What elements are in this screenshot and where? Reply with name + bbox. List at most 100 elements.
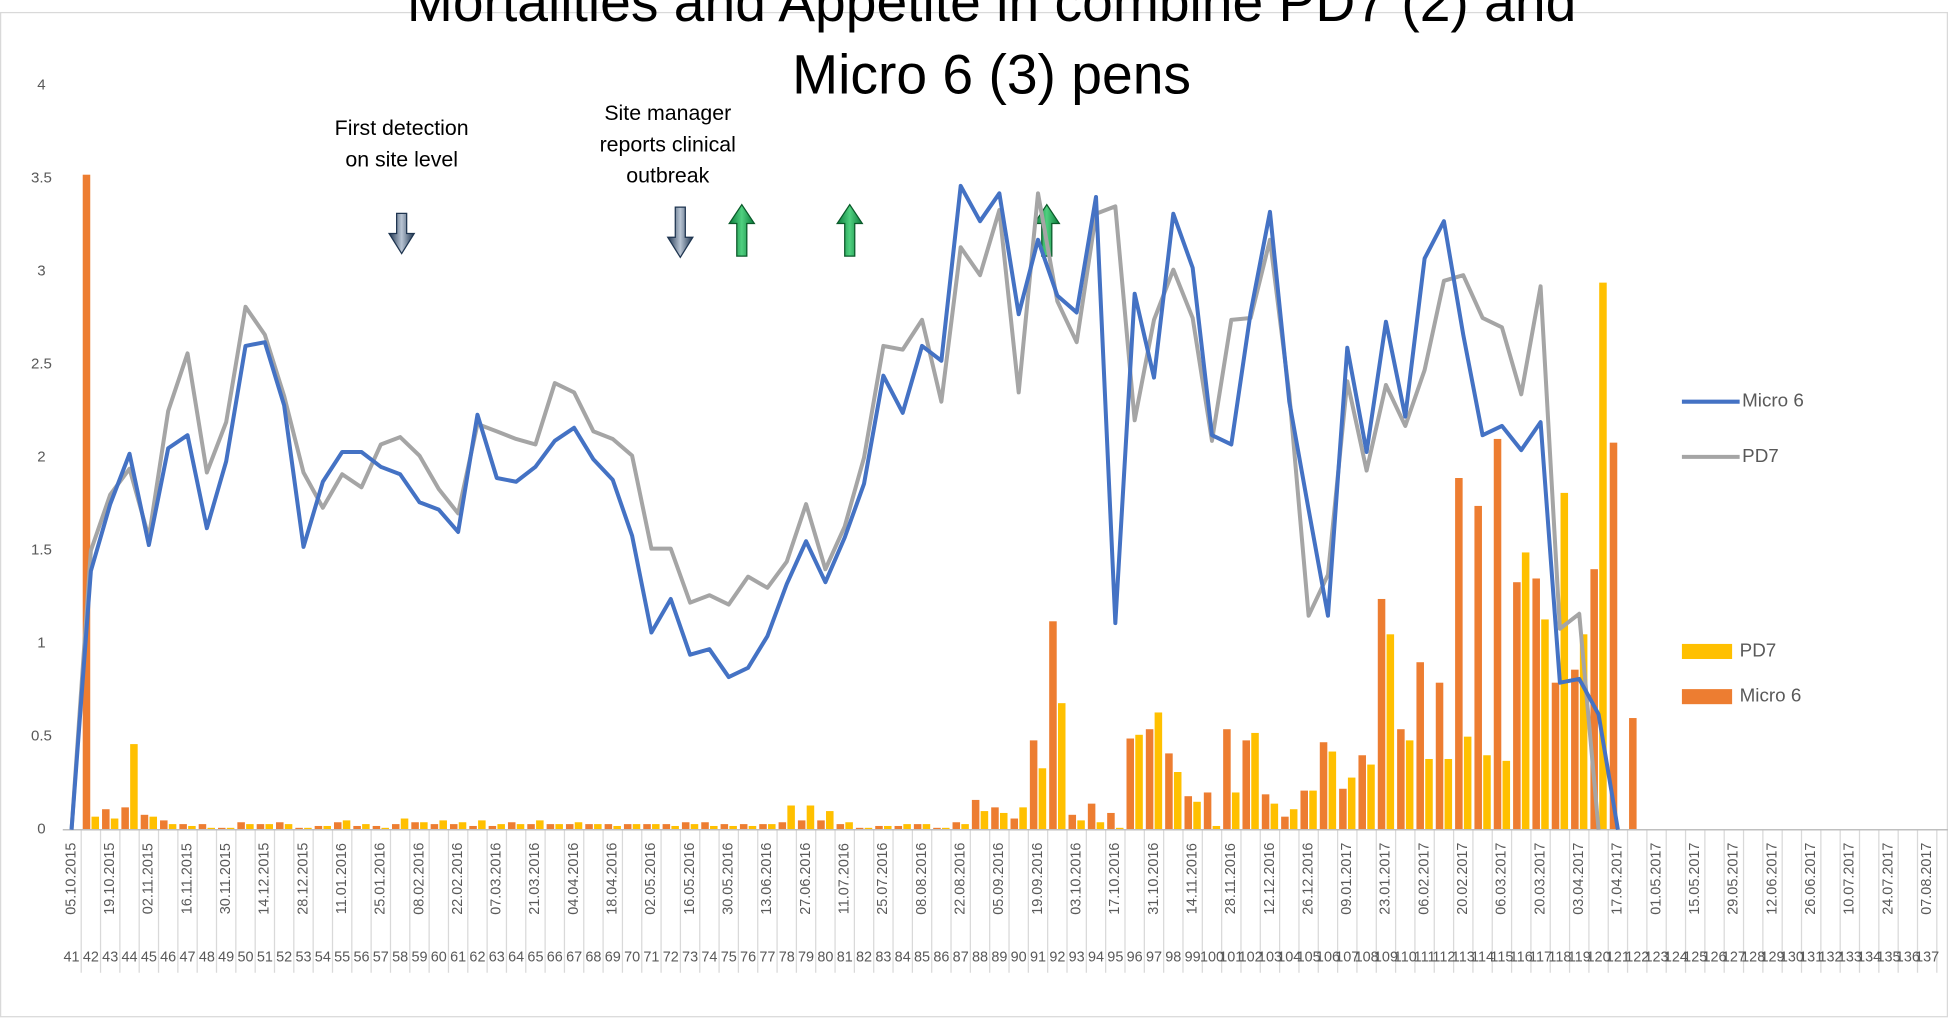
bar bbox=[207, 827, 216, 830]
bar bbox=[999, 812, 1008, 830]
bar bbox=[546, 824, 555, 830]
bar bbox=[623, 824, 632, 830]
week-number: 96 bbox=[1127, 950, 1143, 966]
bar bbox=[991, 807, 999, 830]
week-number: 64 bbox=[508, 950, 524, 966]
annotation: Site manager bbox=[604, 101, 731, 125]
week-number: 82 bbox=[856, 950, 872, 966]
bar bbox=[1493, 438, 1502, 830]
bar bbox=[971, 799, 980, 830]
bar bbox=[1463, 736, 1472, 830]
week-number: 117 bbox=[1529, 950, 1552, 966]
bar bbox=[1107, 812, 1115, 830]
week-number: 51 bbox=[257, 950, 273, 966]
week-number: 84 bbox=[895, 950, 911, 966]
bar bbox=[469, 825, 477, 830]
week-number: 118 bbox=[1548, 950, 1571, 966]
bar bbox=[817, 820, 825, 830]
bar bbox=[149, 816, 158, 830]
week-number: 42 bbox=[83, 950, 99, 966]
bar bbox=[160, 820, 168, 830]
week-number: 93 bbox=[1069, 950, 1085, 966]
x-tick-label: 03.10.2016 bbox=[1068, 843, 1084, 915]
week-number: 127 bbox=[1722, 950, 1746, 966]
bar bbox=[536, 820, 544, 830]
bar bbox=[1347, 777, 1356, 830]
bar bbox=[1184, 796, 1193, 830]
x-tick-label: 30.11.2015 bbox=[218, 843, 234, 914]
week-number: 119 bbox=[1568, 950, 1591, 966]
bar bbox=[1435, 682, 1444, 830]
week-number: 116 bbox=[1510, 950, 1533, 966]
y-tick-label: 3.5 bbox=[31, 169, 52, 186]
bar bbox=[226, 827, 235, 830]
week-number: 72 bbox=[663, 950, 679, 966]
x-tick-label: 31.10.2016 bbox=[1146, 843, 1162, 915]
bar bbox=[1590, 569, 1598, 830]
bar bbox=[1231, 792, 1240, 830]
x-tick-label: 20.03.2017 bbox=[1532, 843, 1548, 915]
bar bbox=[555, 824, 563, 830]
bar bbox=[1242, 740, 1251, 830]
bar bbox=[1223, 729, 1231, 830]
week-number: 47 bbox=[179, 950, 195, 966]
bar bbox=[671, 825, 679, 830]
bar bbox=[1416, 662, 1424, 830]
x-tick-label: 02.05.2016 bbox=[643, 843, 659, 915]
bar bbox=[1057, 703, 1066, 830]
week-number: 108 bbox=[1355, 950, 1379, 966]
bar bbox=[1377, 598, 1386, 830]
bar bbox=[941, 827, 950, 830]
week-number: 59 bbox=[411, 950, 427, 966]
bar bbox=[1532, 578, 1540, 830]
bar bbox=[643, 824, 651, 830]
bar bbox=[594, 824, 602, 830]
bar bbox=[875, 825, 883, 830]
week-number: 90 bbox=[1011, 950, 1027, 966]
bar bbox=[1145, 729, 1154, 830]
bar bbox=[333, 822, 342, 830]
week-number: 56 bbox=[353, 950, 369, 966]
week-number: 85 bbox=[914, 950, 930, 966]
bar bbox=[1521, 552, 1530, 830]
week-number: 57 bbox=[373, 950, 389, 966]
week-number: 74 bbox=[701, 950, 717, 966]
y-tick-label: 1 bbox=[37, 635, 45, 652]
bar bbox=[102, 809, 110, 830]
bar bbox=[218, 827, 226, 830]
bar bbox=[681, 822, 690, 830]
bar bbox=[1115, 827, 1124, 830]
x-tick-label: 17.04.2017 bbox=[1610, 843, 1626, 915]
bar bbox=[748, 825, 757, 830]
bar bbox=[961, 824, 969, 830]
bar bbox=[1289, 809, 1298, 830]
bar bbox=[527, 824, 535, 830]
bar bbox=[787, 805, 795, 830]
x-tick-label: 15.05.2017 bbox=[1687, 843, 1703, 915]
bar bbox=[845, 822, 853, 830]
week-number: 124 bbox=[1664, 950, 1688, 966]
chart-border bbox=[0, 11, 1948, 1018]
bar bbox=[739, 824, 748, 830]
x-tick-label: 25.07.2016 bbox=[875, 843, 891, 915]
bar bbox=[362, 824, 370, 830]
bar bbox=[574, 822, 583, 830]
bar bbox=[276, 822, 284, 830]
week-number: 103 bbox=[1258, 950, 1282, 966]
week-number: 136 bbox=[1896, 950, 1920, 966]
week-number: 66 bbox=[547, 950, 563, 966]
bar bbox=[1405, 740, 1414, 830]
x-tick-label: 20.02.2017 bbox=[1455, 843, 1471, 915]
week-number: 100 bbox=[1200, 950, 1224, 966]
x-tick-label: 13.06.2016 bbox=[759, 843, 775, 915]
week-number: 91 bbox=[1030, 950, 1046, 966]
x-tick-label: 28.12.2015 bbox=[295, 843, 311, 915]
week-number: 78 bbox=[779, 950, 795, 966]
legend-label: Micro 6 bbox=[1742, 390, 1804, 411]
x-tick-label: 12.06.2017 bbox=[1764, 843, 1780, 915]
week-number: 71 bbox=[643, 950, 659, 966]
x-tick-label: 30.05.2016 bbox=[721, 843, 737, 915]
annotation: First detection bbox=[335, 116, 469, 140]
bar bbox=[913, 824, 922, 830]
week-number: 128 bbox=[1741, 950, 1765, 966]
